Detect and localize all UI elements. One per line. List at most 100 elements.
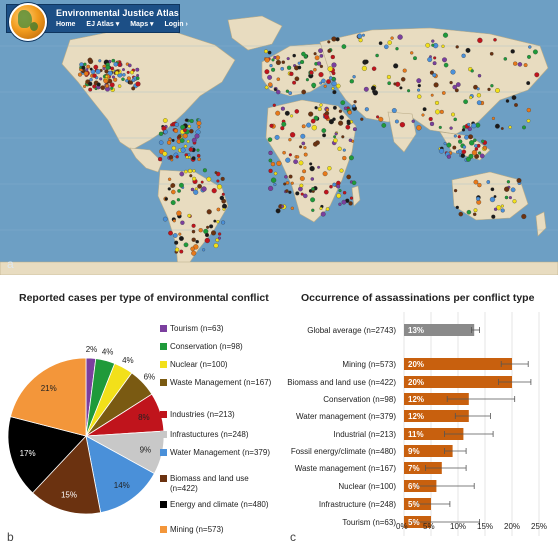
conflict-marker[interactable] [522, 125, 526, 130]
conflict-marker[interactable] [331, 87, 335, 90]
conflict-marker[interactable] [381, 123, 387, 128]
conflict-marker[interactable] [466, 209, 472, 215]
conflict-marker[interactable] [168, 137, 172, 141]
conflict-marker[interactable] [432, 61, 437, 66]
conflict-marker[interactable] [111, 75, 115, 79]
conflict-marker[interactable] [526, 107, 531, 113]
conflict-marker[interactable] [508, 125, 512, 129]
conflict-marker[interactable] [216, 220, 220, 224]
conflict-marker[interactable] [303, 145, 307, 150]
conflict-marker[interactable] [347, 110, 352, 115]
conflict-marker[interactable] [197, 125, 201, 129]
conflict-marker[interactable] [166, 140, 172, 145]
conflict-marker[interactable] [102, 67, 106, 70]
conflict-marker[interactable] [299, 176, 305, 181]
conflict-marker[interactable] [87, 57, 93, 63]
conflict-marker[interactable] [305, 78, 309, 82]
conflict-marker[interactable] [178, 236, 184, 241]
conflict-marker[interactable] [310, 177, 315, 181]
conflict-marker[interactable] [191, 229, 196, 234]
conflict-marker[interactable] [433, 82, 439, 88]
conflict-marker[interactable] [280, 126, 285, 131]
conflict-marker[interactable] [284, 175, 288, 179]
conflict-marker[interactable] [454, 88, 459, 93]
conflict-marker[interactable] [281, 60, 286, 64]
conflict-marker[interactable] [476, 100, 482, 106]
conflict-marker[interactable] [216, 184, 223, 190]
conflict-marker[interactable] [110, 66, 115, 71]
conflict-marker[interactable] [88, 81, 93, 87]
conflict-marker[interactable] [455, 205, 459, 210]
conflict-marker[interactable] [474, 147, 479, 151]
conflict-marker[interactable] [289, 132, 296, 138]
conflict-marker[interactable] [313, 67, 317, 72]
conflict-marker[interactable] [167, 177, 172, 181]
conflict-marker[interactable] [286, 57, 290, 61]
conflict-marker[interactable] [301, 51, 306, 57]
conflict-marker[interactable] [364, 59, 369, 65]
conflict-marker[interactable] [191, 250, 197, 256]
conflict-marker[interactable] [386, 74, 391, 80]
conflict-marker[interactable] [317, 106, 322, 112]
conflict-marker[interactable] [443, 142, 447, 146]
conflict-marker[interactable] [77, 72, 83, 77]
conflict-marker[interactable] [465, 47, 471, 53]
conflict-marker[interactable] [457, 135, 461, 139]
conflict-marker[interactable] [338, 202, 342, 206]
conflict-marker[interactable] [183, 242, 189, 248]
conflict-marker[interactable] [479, 153, 485, 159]
conflict-marker[interactable] [458, 139, 463, 144]
conflict-marker[interactable] [439, 109, 444, 114]
conflict-marker[interactable] [174, 247, 180, 252]
conflict-marker[interactable] [371, 66, 377, 71]
conflict-marker[interactable] [127, 63, 132, 68]
conflict-marker[interactable] [206, 209, 212, 215]
conflict-marker[interactable] [178, 182, 184, 188]
nav-maps[interactable]: Maps ▾ [130, 21, 154, 28]
conflict-marker[interactable] [416, 125, 422, 131]
conflict-marker[interactable] [317, 165, 321, 169]
conflict-marker[interactable] [330, 54, 335, 60]
conflict-marker[interactable] [314, 55, 320, 61]
conflict-marker[interactable] [162, 216, 168, 222]
conflict-marker[interactable] [429, 121, 435, 127]
conflict-marker[interactable] [99, 77, 103, 81]
conflict-marker[interactable] [285, 181, 290, 185]
conflict-marker[interactable] [360, 117, 364, 121]
conflict-marker[interactable] [98, 59, 102, 63]
conflict-marker[interactable] [527, 54, 531, 59]
conflict-marker[interactable] [309, 70, 314, 75]
conflict-marker[interactable] [191, 237, 196, 242]
conflict-marker[interactable] [297, 65, 302, 70]
conflict-marker[interactable] [135, 76, 140, 81]
conflict-marker[interactable] [164, 197, 168, 201]
conflict-marker[interactable] [336, 184, 341, 189]
conflict-marker[interactable] [90, 69, 96, 75]
conflict-marker[interactable] [430, 93, 434, 97]
conflict-marker[interactable] [171, 189, 176, 195]
conflict-marker[interactable] [309, 162, 313, 166]
conflict-marker[interactable] [172, 233, 178, 238]
conflict-marker[interactable] [465, 156, 471, 162]
conflict-marker[interactable] [185, 118, 189, 122]
conflict-marker[interactable] [453, 134, 457, 138]
conflict-marker[interactable] [321, 78, 326, 84]
conflict-marker[interactable] [318, 48, 323, 54]
conflict-marker[interactable] [319, 81, 323, 85]
conflict-marker[interactable] [375, 53, 379, 58]
conflict-marker[interactable] [353, 100, 357, 104]
conflict-marker[interactable] [476, 87, 480, 91]
conflict-marker[interactable] [342, 148, 346, 152]
conflict-marker[interactable] [506, 180, 511, 184]
conflict-marker[interactable] [170, 123, 174, 127]
conflict-marker[interactable] [455, 150, 460, 154]
conflict-marker[interactable] [452, 84, 457, 90]
conflict-marker[interactable] [362, 33, 365, 37]
conflict-marker[interactable] [417, 83, 421, 88]
conflict-marker[interactable] [177, 134, 182, 139]
conflict-marker[interactable] [334, 132, 338, 136]
conflict-marker[interactable] [267, 50, 272, 55]
conflict-marker[interactable] [270, 177, 277, 183]
conflict-marker[interactable] [431, 39, 435, 43]
conflict-marker[interactable] [500, 208, 505, 213]
